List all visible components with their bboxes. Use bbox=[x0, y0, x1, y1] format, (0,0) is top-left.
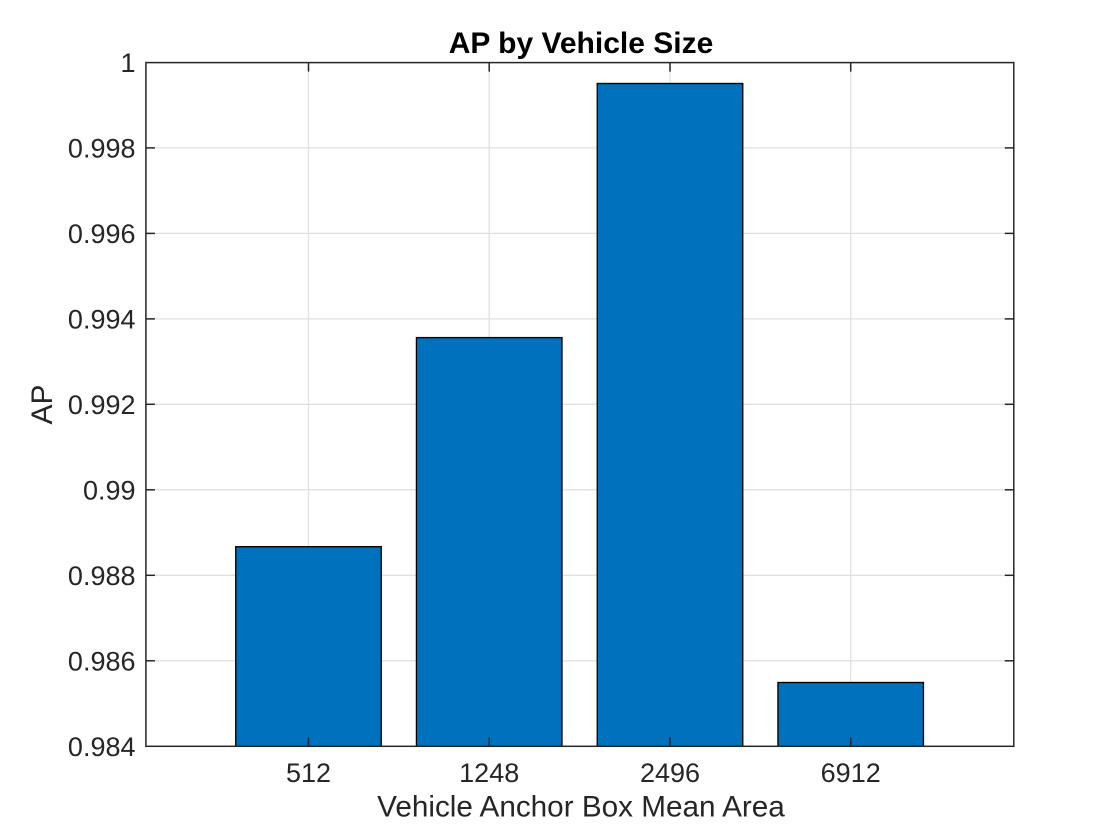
svg-text:0.99: 0.99 bbox=[83, 475, 136, 505]
svg-text:Vehicle Anchor Box Mean Area: Vehicle Anchor Box Mean Area bbox=[377, 791, 785, 824]
svg-text:0.984: 0.984 bbox=[68, 732, 136, 762]
svg-text:0.988: 0.988 bbox=[68, 561, 136, 591]
svg-text:0.996: 0.996 bbox=[68, 219, 136, 249]
svg-text:0.998: 0.998 bbox=[68, 133, 136, 163]
svg-text:0.992: 0.992 bbox=[68, 390, 136, 420]
svg-text:1: 1 bbox=[120, 48, 135, 78]
svg-text:6912: 6912 bbox=[821, 758, 881, 788]
svg-text:AP: AP bbox=[26, 384, 59, 424]
svg-text:2496: 2496 bbox=[640, 758, 700, 788]
svg-text:0.986: 0.986 bbox=[68, 646, 136, 676]
svg-text:512: 512 bbox=[286, 758, 331, 788]
svg-text:0.994: 0.994 bbox=[68, 304, 136, 334]
svg-text:1248: 1248 bbox=[459, 758, 519, 788]
svg-text:AP by Vehicle Size: AP by Vehicle Size bbox=[449, 27, 714, 60]
